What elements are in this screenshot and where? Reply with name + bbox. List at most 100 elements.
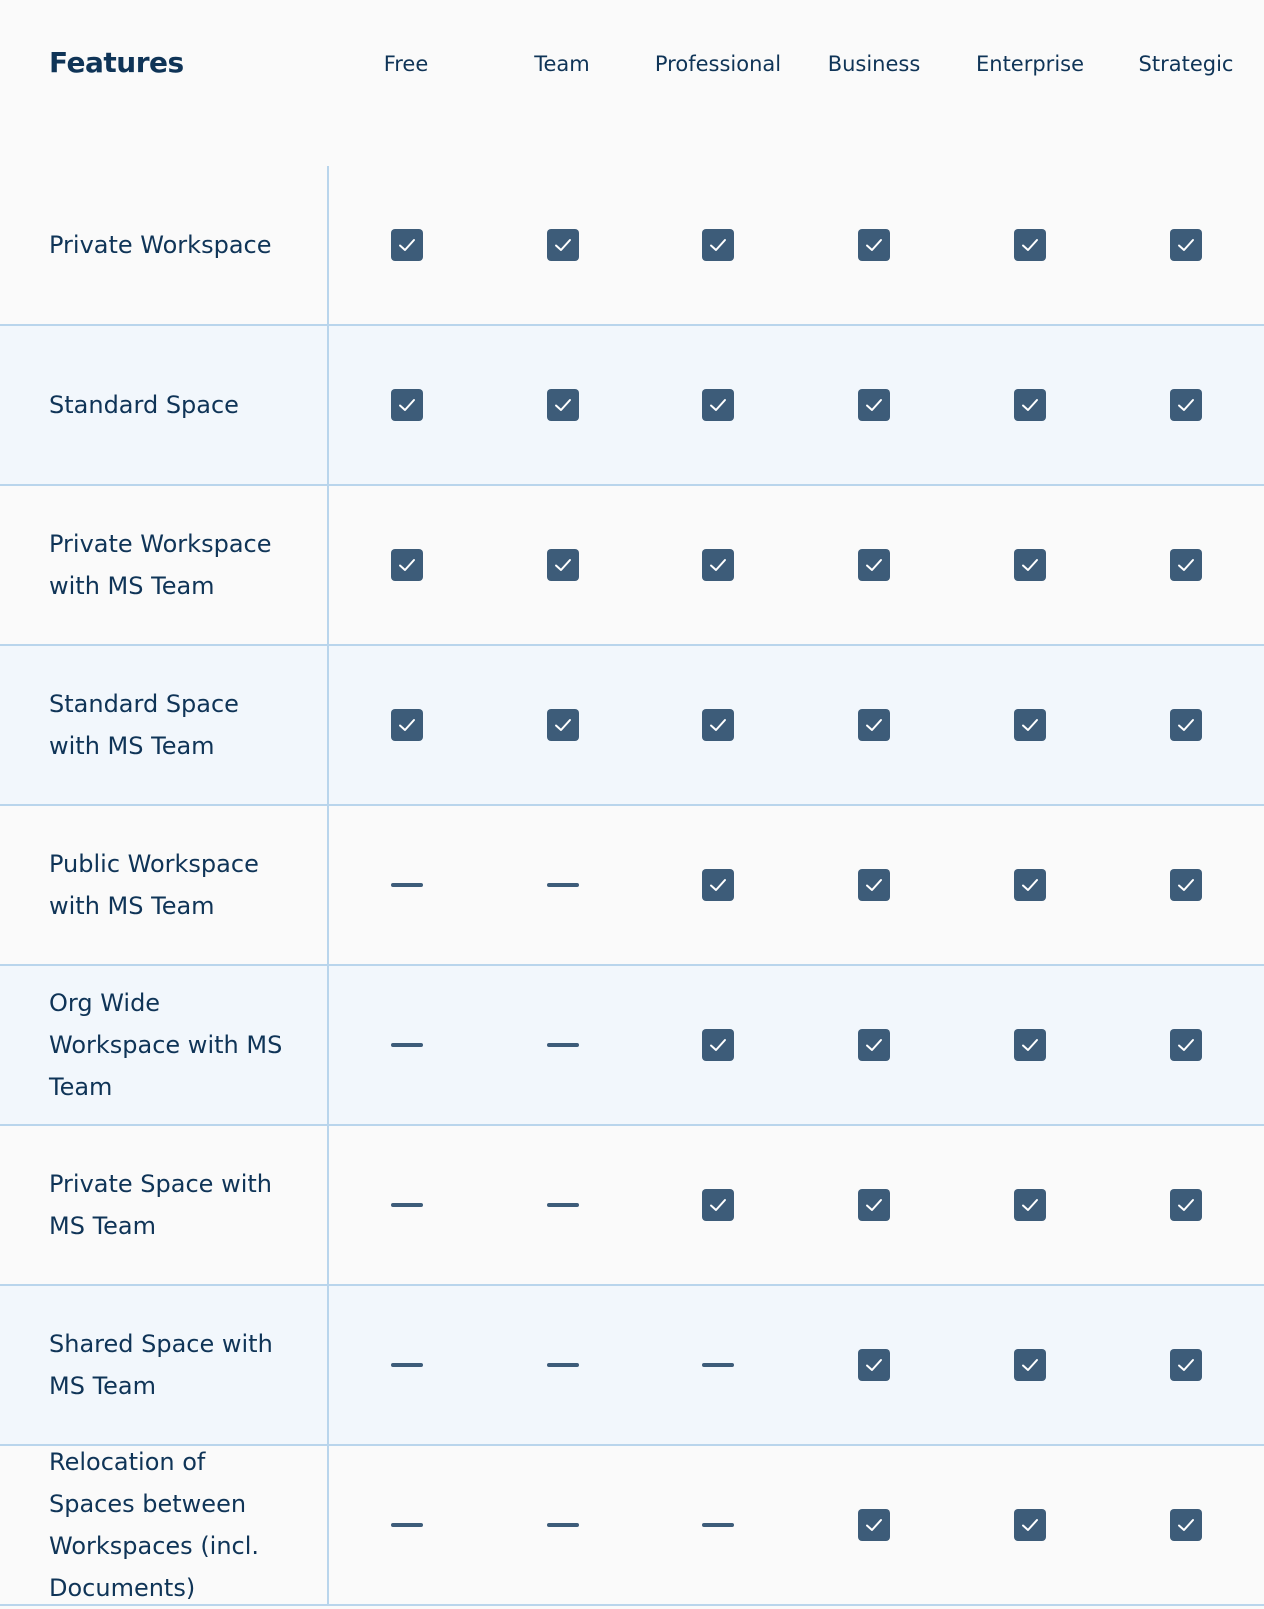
feature-name: Private Workspace with MS Team <box>49 530 272 600</box>
checkmark-icon <box>858 1509 891 1541</box>
dash-icon <box>390 1363 423 1367</box>
checkmark-icon <box>1014 869 1047 901</box>
plan-cell-free <box>329 646 485 804</box>
feature-cell: Standard Space <box>0 326 329 484</box>
checkmark-icon <box>1014 1349 1047 1381</box>
plan-cell-free <box>329 326 485 484</box>
plan-cell-free <box>329 1446 485 1604</box>
table-row: Private Space with MS Team <box>0 1126 1264 1286</box>
checkmark-icon <box>1170 709 1203 741</box>
dash-icon <box>390 1203 423 1207</box>
plan-header-free: Free <box>383 52 429 76</box>
feature-cell: Standard Space with MS Team <box>0 646 329 804</box>
plan-cell-free <box>329 1126 485 1284</box>
dash-icon <box>546 1363 579 1367</box>
checkmark-icon <box>1170 869 1203 901</box>
checkmark-icon <box>1170 549 1203 581</box>
plan-cell-business <box>796 486 952 644</box>
plan-header-team: Team <box>534 52 590 76</box>
plan-cell-business <box>796 1446 952 1604</box>
plan-cell-strategic <box>1108 166 1264 324</box>
plan-cell-free <box>329 486 485 644</box>
features-heading: Features <box>49 46 184 79</box>
feature-cell: Org Wide Workspace with MS Team <box>0 966 329 1124</box>
dash-icon <box>546 883 579 887</box>
checkmark-icon <box>390 549 423 581</box>
plan-cell-business <box>796 966 952 1124</box>
plan-cell-free <box>329 1286 485 1444</box>
plan-cell-strategic <box>1108 1286 1264 1444</box>
checkmark-icon <box>858 1349 891 1381</box>
checkmark-icon <box>1014 1509 1047 1541</box>
plan-cell-business <box>796 326 952 484</box>
checkmark-icon <box>1170 1509 1203 1541</box>
table-header: Features Free Team Professional Business… <box>0 0 1264 166</box>
feature-name: Private Workspace <box>49 231 272 259</box>
plan-cell-business <box>796 166 952 324</box>
checkmark-icon <box>702 549 735 581</box>
plan-cell-enterprise <box>952 326 1108 484</box>
dash-icon <box>702 1523 735 1527</box>
dash-icon <box>390 1043 423 1047</box>
checkmark-icon <box>858 869 891 901</box>
plan-cell-professional <box>641 326 797 484</box>
plan-cell-strategic <box>1108 966 1264 1124</box>
checkmark-icon <box>1014 709 1047 741</box>
plan-cell-team <box>485 166 641 324</box>
checkmark-icon <box>390 229 423 261</box>
plan-cell-professional <box>641 166 797 324</box>
plan-cell-professional <box>641 1286 797 1444</box>
checkmark-icon <box>1170 1029 1203 1061</box>
plan-cell-professional <box>641 646 797 804</box>
feature-cell: Relocation of Spaces between Workspaces … <box>0 1446 329 1604</box>
plan-cell-enterprise <box>952 1286 1108 1444</box>
plan-cell-professional <box>641 966 797 1124</box>
plan-cell-strategic <box>1108 646 1264 804</box>
checkmark-icon <box>858 389 891 421</box>
checkmark-icon <box>1014 389 1047 421</box>
dash-icon <box>390 1523 423 1527</box>
plan-cell-strategic <box>1108 806 1264 964</box>
table-row: Private Workspace <box>0 166 1264 326</box>
table-row: Relocation of Spaces between Workspaces … <box>0 1446 1264 1606</box>
feature-name: Public Workspace with MS Team <box>49 850 259 920</box>
feature-cell: Private Space with MS Team <box>0 1126 329 1284</box>
feature-name: Relocation of Spaces between Workspaces … <box>49 1448 260 1602</box>
plan-cell-enterprise <box>952 1446 1108 1604</box>
dash-icon <box>702 1363 735 1367</box>
checkmark-icon <box>702 709 735 741</box>
checkmark-icon <box>390 389 423 421</box>
plan-cell-free <box>329 806 485 964</box>
plan-cell-team <box>485 1126 641 1284</box>
checkmark-icon <box>702 229 735 261</box>
feature-name: Standard Space with MS Team <box>49 690 239 760</box>
checkmark-icon <box>858 549 891 581</box>
plan-cell-team <box>485 806 641 964</box>
plan-header-enterprise: Enterprise <box>975 52 1085 76</box>
plan-cell-enterprise <box>952 966 1108 1124</box>
checkmark-icon <box>546 389 579 421</box>
table-row: Standard Space with MS Team <box>0 646 1264 806</box>
table-row: Public Workspace with MS Team <box>0 806 1264 966</box>
checkmark-icon <box>1014 229 1047 261</box>
plan-cell-professional <box>641 1126 797 1284</box>
plan-header-strategic: Strategic <box>1138 52 1234 76</box>
plan-cell-business <box>796 806 952 964</box>
plan-cell-professional <box>641 806 797 964</box>
checkmark-icon <box>858 1029 891 1061</box>
feature-cell: Shared Space with MS Team <box>0 1286 329 1444</box>
table-row: Org Wide Workspace with MS Team <box>0 966 1264 1126</box>
plan-cell-free <box>329 166 485 324</box>
plan-header-business: Business <box>827 52 921 76</box>
plan-cell-enterprise <box>952 806 1108 964</box>
feature-table: Private Workspace Standard Space Private W… <box>0 166 1264 1606</box>
table-row: Shared Space with MS Team <box>0 1286 1264 1446</box>
plan-cell-enterprise <box>952 486 1108 644</box>
checkmark-icon <box>1014 1189 1047 1221</box>
checkmark-icon <box>702 389 735 421</box>
table-row: Private Workspace with MS Team <box>0 486 1264 646</box>
plan-cell-enterprise <box>952 166 1108 324</box>
checkmark-icon <box>390 709 423 741</box>
dash-icon <box>546 1043 579 1047</box>
plan-cell-business <box>796 1126 952 1284</box>
